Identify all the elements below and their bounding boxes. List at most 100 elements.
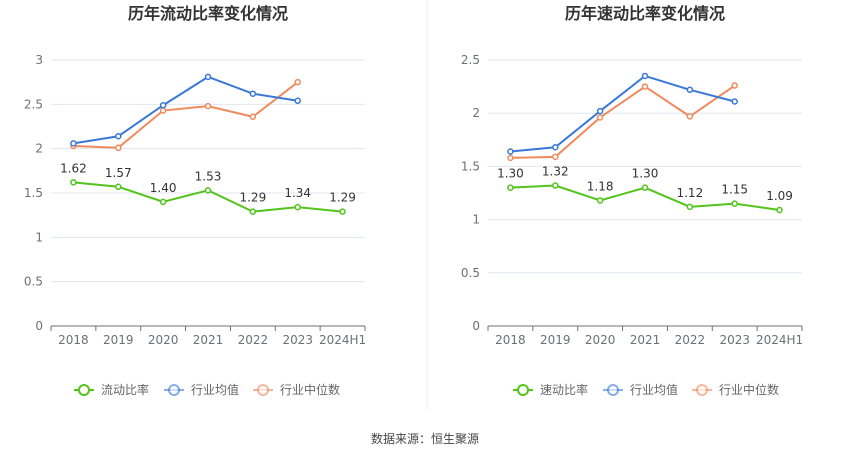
- company-point[interactable]: [204, 187, 212, 194]
- industry-median-point[interactable]: [552, 153, 559, 161]
- legend-label: 速动比率: [540, 382, 588, 397]
- legend-circle-marker: [257, 384, 269, 396]
- company-point[interactable]: [776, 206, 783, 214]
- data-label: 1.12: [676, 186, 703, 200]
- x-tick-label: 2019: [540, 333, 571, 347]
- industry-avg-line: [510, 74, 735, 153]
- industry-avg-point[interactable]: [596, 107, 604, 115]
- company-point[interactable]: [596, 197, 604, 204]
- industry-median-line: [73, 81, 299, 149]
- company-point[interactable]: [115, 183, 122, 191]
- legend-circle-marker: [168, 384, 180, 396]
- current-ratio-title: 历年流动比率变化情况: [128, 4, 288, 23]
- y-tick-label: 2.5: [461, 53, 480, 67]
- data-label: 1.62: [60, 161, 87, 175]
- data-label: 1.09: [766, 189, 793, 203]
- industry-avg-point[interactable]: [552, 143, 559, 151]
- legend-circle-marker: [517, 384, 529, 396]
- x-tick-label: 2018: [58, 333, 89, 347]
- legend-label: 行业中位数: [719, 382, 779, 397]
- company-point[interactable]: [731, 200, 738, 207]
- y-tick-label: 2: [472, 106, 480, 120]
- x-tick-label: 2022: [238, 333, 269, 347]
- legend-label: 行业中位数: [280, 382, 340, 397]
- data-label: 1.32: [542, 165, 569, 179]
- x-tick-label: 2024H1: [319, 333, 366, 347]
- industry-avg-line: [73, 75, 298, 145]
- y-tick-label: 1: [472, 213, 480, 227]
- legend-item-industry-median[interactable]: 行业中位数: [692, 382, 779, 397]
- y-tick-label: 0.5: [461, 266, 480, 280]
- company-point[interactable]: [339, 208, 346, 215]
- industry-avg-point[interactable]: [70, 140, 77, 147]
- current-ratio-chart: 历年流动比率变化情况 0 0.5 1 1.5 2 2.5 3 2018 2019 2020 2021 2…: [24, 4, 366, 397]
- y-tick-label: 1.5: [461, 159, 480, 173]
- y-tick-label: 0.5: [24, 275, 43, 289]
- x-tick-label: 2019: [103, 333, 134, 347]
- industry-median-line: [510, 84, 736, 159]
- y-tick-label: 2: [35, 142, 43, 156]
- x-tick-label: 2021: [193, 333, 224, 347]
- y-tick-label: 1.5: [24, 186, 43, 200]
- company-point[interactable]: [159, 198, 167, 206]
- company-point[interactable]: [686, 203, 694, 211]
- quick-ratio-chart: 历年速动比率变化情况 0 0.5 1 1.5 2 2.5 2018 2019 2020 2021 20…: [461, 4, 803, 397]
- y-tick-label: 1: [35, 230, 43, 244]
- data-label: 1.34: [284, 186, 311, 200]
- x-tick-label: 2024H1: [756, 333, 803, 347]
- industry-avg-point[interactable]: [115, 133, 122, 140]
- legend-item-industry-median[interactable]: 行业中位数: [253, 382, 340, 397]
- x-tick-label: 2023: [719, 333, 750, 347]
- legend-item-industry-avg[interactable]: 行业均值: [603, 382, 678, 397]
- industry-median-point[interactable]: [731, 82, 738, 89]
- industry-avg-point[interactable]: [686, 86, 694, 94]
- legend-item-industry-avg[interactable]: 行业均值: [164, 382, 239, 397]
- data-label: 1.30: [497, 167, 524, 181]
- industry-median-point[interactable]: [596, 114, 604, 121]
- industry-median-point[interactable]: [159, 107, 167, 114]
- industry-median-point[interactable]: [686, 113, 694, 120]
- data-label: 1.18: [587, 179, 614, 193]
- company-point[interactable]: [294, 203, 301, 211]
- data-label: 1.40: [150, 181, 177, 195]
- company-point[interactable]: [249, 208, 257, 215]
- y-tick-label: 0: [472, 319, 480, 333]
- x-tick-label: 2023: [282, 333, 313, 347]
- x-tick-label: 2022: [675, 333, 706, 347]
- legend-circle-marker: [607, 384, 619, 396]
- industry-median-point[interactable]: [115, 144, 122, 152]
- x-tick-label: 2020: [148, 333, 179, 347]
- legend-item-company[interactable]: 速动比率: [513, 382, 588, 397]
- industry-median-point[interactable]: [294, 78, 301, 86]
- industry-avg-point[interactable]: [204, 73, 212, 81]
- industry-avg-point[interactable]: [507, 148, 514, 155]
- data-label: 1.15: [721, 183, 748, 197]
- industry-avg-point[interactable]: [159, 101, 167, 109]
- y-tick-label: 3: [35, 53, 43, 67]
- y-tick-label: 0: [35, 319, 43, 333]
- legend-circle-marker: [696, 384, 708, 396]
- industry-median-point[interactable]: [204, 102, 212, 110]
- legend-circle-marker: [78, 384, 90, 396]
- industry-median-point[interactable]: [507, 154, 514, 162]
- industry-avg-point[interactable]: [249, 90, 257, 97]
- company-point[interactable]: [70, 179, 77, 186]
- legend-label: 行业均值: [630, 382, 678, 397]
- data-label: 1.53: [195, 169, 222, 183]
- quick-ratio-title: 历年速动比率变化情况: [565, 4, 725, 23]
- x-tick-label: 2021: [630, 333, 661, 347]
- company-point[interactable]: [507, 184, 514, 191]
- industry-median-point[interactable]: [641, 83, 649, 90]
- industry-avg-point[interactable]: [294, 97, 301, 105]
- company-point[interactable]: [552, 182, 559, 189]
- data-label: 1.29: [239, 191, 266, 205]
- legend-label: 流动比率: [101, 382, 149, 397]
- industry-avg-point[interactable]: [641, 72, 649, 80]
- industry-avg-point[interactable]: [731, 98, 738, 105]
- legend-item-company[interactable]: 流动比率: [74, 382, 149, 397]
- y-tick-label: 2.5: [24, 97, 43, 111]
- industry-median-point[interactable]: [249, 113, 257, 120]
- legend-label: 行业均值: [191, 382, 239, 397]
- company-point[interactable]: [641, 184, 649, 191]
